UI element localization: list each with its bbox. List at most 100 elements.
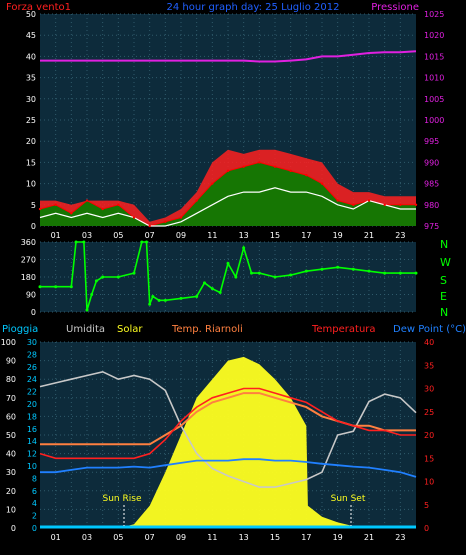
wind-speed-point [383, 203, 386, 206]
wind-speed-point [211, 182, 214, 185]
axis-labels: 0101030305050707090911111313151517171919… [1, 10, 445, 542]
wind-direction-point [90, 293, 94, 296]
y-tick-label-rain: 50 [6, 431, 16, 440]
y-tick-label-humidity: 12 [27, 450, 37, 459]
wind-speed-point [273, 165, 277, 168]
direction-legend-w: W [440, 256, 451, 269]
dew-point-line [40, 458, 417, 478]
x-tick-label: 07 [145, 231, 155, 240]
y-tick-label-temp: 35 [424, 361, 434, 370]
wind-direction-point [74, 240, 78, 244]
y-tick-label-pressure: 1000 [424, 116, 444, 125]
y-tick-label-rain: 70 [6, 394, 16, 403]
y-tick-label-humidity: 8 [32, 474, 37, 483]
y-tick-label-temp: 30 [424, 385, 434, 394]
x-tick-label: 13 [239, 533, 249, 542]
wind-direction-point [242, 246, 246, 250]
y-tick-label-temp: 40 [424, 338, 434, 347]
sunrise-label: Sun Rise [103, 494, 142, 504]
solar-area [40, 356, 416, 528]
wind-speed-point [85, 199, 89, 202]
right-axis-title: Pressione [371, 2, 419, 13]
wind-direction-point [367, 269, 371, 273]
y-tick-label-pressure: 1020 [424, 31, 444, 40]
y-tick-label-wind: 5 [31, 201, 36, 210]
wind-direction-point [383, 271, 387, 275]
wind-direction-point [38, 285, 42, 289]
x-tick-label: 09 [176, 533, 186, 542]
x-tick-label: 09 [176, 231, 186, 240]
wind-speed-point [117, 203, 120, 206]
wind-speed-point [399, 203, 402, 206]
x-tick-label: 15 [270, 533, 280, 542]
x-tick-label: 19 [333, 533, 343, 542]
x-tick-label: 23 [395, 533, 405, 542]
y-tick-label-wind: 50 [26, 10, 36, 19]
wind-speed-point [195, 199, 198, 202]
y-tick-label-humidity: 26 [27, 363, 37, 372]
x-tick-label: 17 [301, 231, 311, 240]
left-axis-title: Forza vento1 [6, 2, 71, 13]
direction-legend-e: E [440, 290, 447, 303]
direction-legend-n-top: N [440, 238, 448, 251]
wind-average-line [39, 187, 416, 227]
y-tick-label-wind: 45 [26, 31, 36, 40]
y-tick-label-rain: 100 [1, 338, 16, 347]
wind-direction-point [116, 275, 120, 279]
y-tick-label-pressure: 990 [424, 158, 439, 167]
x-tick-label: 03 [82, 533, 92, 542]
y-tick-label-humidity: 0 [32, 524, 37, 533]
wind-speed-point [242, 165, 245, 168]
legend-dew-point: Dew Point (°C) [393, 324, 466, 335]
wind-speed-point [320, 182, 324, 185]
y-tick-label-direction: 360 [21, 238, 36, 247]
y-tick-label-wind: 30 [26, 95, 36, 104]
pressure-line [40, 50, 417, 63]
wind-direction-point [101, 275, 105, 279]
wind-direction-point [94, 279, 98, 283]
wind-direction-point [145, 240, 149, 244]
wind-speed-point [226, 169, 230, 173]
y-tick-label-humidity: 20 [27, 400, 37, 409]
x-tick-label: 15 [270, 231, 280, 240]
wind-direction-point [54, 285, 58, 289]
y-tick-label-temp: 10 [424, 478, 434, 487]
wind-direction-point [336, 265, 340, 269]
y-tick-label-wind: 25 [26, 116, 36, 125]
y-tick-label-pressure: 995 [424, 137, 439, 146]
wind-direction-point [234, 275, 238, 279]
legend-humidity: Umidita [66, 324, 105, 335]
wind-direction-point [304, 269, 308, 273]
y-tick-label-rain: 80 [6, 375, 16, 384]
x-tick-label: 21 [364, 231, 374, 240]
y-tick-label-rain: 0 [11, 524, 16, 533]
y-tick-label-direction: 180 [21, 273, 36, 282]
wind-direction-point [414, 271, 418, 275]
y-tick-label-wind: 0 [31, 222, 36, 231]
wind-direction-point [163, 298, 167, 302]
y-tick-label-humidity: 2 [32, 512, 37, 521]
y-tick-label-humidity: 30 [27, 338, 37, 347]
y-tick-label-pressure: 975 [424, 222, 439, 231]
wind-direction-point [151, 294, 155, 298]
wind-direction-point [250, 271, 253, 275]
x-tick-label: 17 [301, 533, 311, 542]
y-tick-label-humidity: 10 [27, 462, 37, 471]
y-tick-label-wind: 35 [26, 74, 36, 83]
wind-speed-point [38, 207, 42, 211]
y-tick-label-humidity: 28 [27, 350, 37, 359]
y-tick-label-pressure: 1005 [424, 95, 444, 104]
x-tick-label: 05 [113, 231, 123, 240]
direction-legend-n-bottom: N [440, 306, 448, 319]
y-tick-label-humidity: 16 [27, 425, 37, 434]
y-tick-label-humidity: 14 [27, 437, 37, 446]
wind-direction-point [85, 308, 89, 312]
y-tick-label-pressure: 1010 [424, 74, 444, 83]
wind-speed-point [101, 207, 104, 211]
wind-direction-point [132, 271, 136, 275]
x-tick-label: 01 [51, 231, 61, 240]
x-tick-label: 21 [364, 533, 374, 542]
y-tick-label-rain: 40 [6, 450, 16, 459]
legend-solar: Solar [117, 324, 143, 335]
